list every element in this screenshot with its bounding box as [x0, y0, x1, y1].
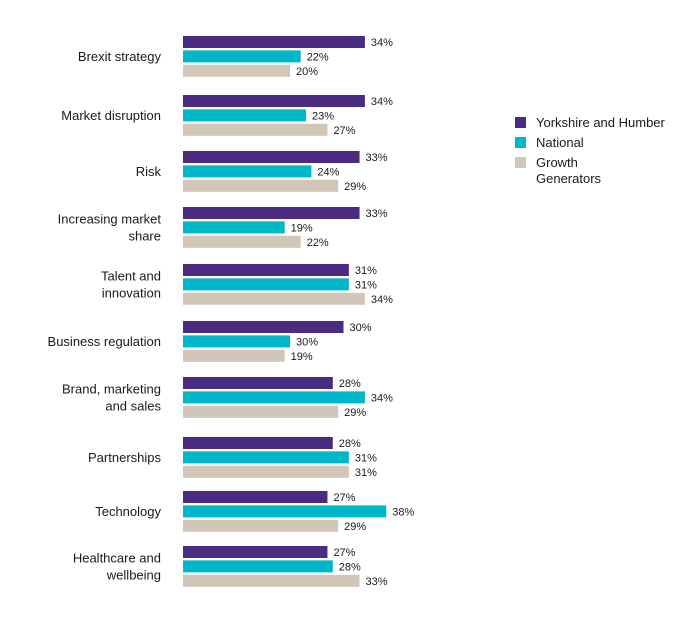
category-label: Market disruption — [61, 108, 161, 123]
bar — [183, 109, 307, 122]
category-label: Talent and innovation — [101, 268, 161, 300]
data-label: 29% — [344, 521, 366, 533]
data-label: 34% — [371, 294, 393, 306]
legend-swatch — [515, 137, 526, 148]
data-label: 22% — [307, 51, 329, 63]
bar — [183, 465, 349, 478]
data-label: 34% — [371, 37, 393, 49]
bar — [183, 64, 290, 77]
bar — [183, 519, 339, 532]
category-label: Technology — [95, 504, 161, 519]
category-label: Risk — [136, 164, 162, 179]
data-label: 31% — [355, 265, 377, 277]
bar — [183, 221, 285, 234]
bar — [183, 95, 365, 107]
data-label: 31% — [355, 279, 377, 291]
bar — [183, 451, 349, 464]
bar — [183, 437, 333, 449]
data-label: 30% — [350, 322, 372, 334]
bar — [183, 278, 349, 291]
category-label: Increasing market share — [58, 211, 162, 243]
bar — [183, 36, 365, 48]
bar — [183, 207, 360, 219]
bar — [183, 165, 312, 178]
bar — [183, 292, 365, 305]
data-label: 28% — [339, 378, 361, 390]
bar — [183, 405, 339, 418]
bar — [183, 264, 349, 276]
category-labels: Brexit strategy Market disruption Risk Incr… — [48, 49, 162, 583]
bar — [183, 349, 285, 362]
bar — [183, 546, 328, 558]
bar — [183, 50, 301, 63]
bar — [183, 335, 290, 348]
category-label: Brexit strategy — [78, 49, 162, 64]
bar — [183, 321, 344, 333]
data-label: 33% — [366, 208, 388, 220]
bar — [183, 491, 328, 503]
bar — [183, 391, 365, 404]
bar — [183, 179, 339, 192]
legend-label: Growth Generators — [536, 155, 602, 186]
data-labels: 34% 22% 20% 34% 23% 27% 33% 24% 29% 33% 19% 22% 31% 3… — [291, 37, 415, 588]
legend-label: Yorkshire and Humber — [536, 115, 666, 130]
data-label: 34% — [371, 392, 393, 404]
data-label: 29% — [344, 407, 366, 419]
data-label: 27% — [333, 125, 355, 137]
data-label: 27% — [333, 547, 355, 559]
data-label: 27% — [333, 492, 355, 504]
bar — [183, 377, 333, 389]
bars — [183, 36, 387, 587]
data-label: 28% — [339, 561, 361, 573]
bar — [183, 235, 301, 248]
legend-label: National — [536, 135, 584, 150]
bar — [183, 505, 387, 518]
data-label: 38% — [392, 506, 414, 518]
data-label: 34% — [371, 96, 393, 108]
bar — [183, 574, 360, 587]
bar — [183, 123, 328, 136]
data-label: 31% — [355, 452, 377, 464]
data-label: 29% — [344, 181, 366, 193]
legend: Yorkshire and Humber National Growth Genera… — [515, 115, 666, 186]
bar — [183, 151, 360, 163]
data-label: 19% — [291, 351, 313, 363]
data-label: 23% — [312, 110, 334, 122]
data-label: 33% — [366, 576, 388, 588]
data-label: 20% — [296, 66, 318, 78]
data-label: 19% — [291, 222, 313, 234]
legend-swatch — [515, 117, 526, 128]
data-label: 22% — [307, 237, 329, 249]
legend-swatch — [515, 157, 526, 168]
category-label: Partnerships — [88, 450, 161, 465]
data-label: 31% — [355, 467, 377, 479]
category-label: Healthcare and wellbeing — [73, 550, 161, 582]
data-label: 28% — [339, 438, 361, 450]
category-label: Brand, marketing and sales — [62, 381, 161, 413]
data-label: 24% — [317, 166, 339, 178]
data-label: 33% — [366, 152, 388, 164]
category-label: Business regulation — [48, 334, 161, 349]
bar — [183, 560, 333, 573]
data-label: 30% — [296, 336, 318, 348]
